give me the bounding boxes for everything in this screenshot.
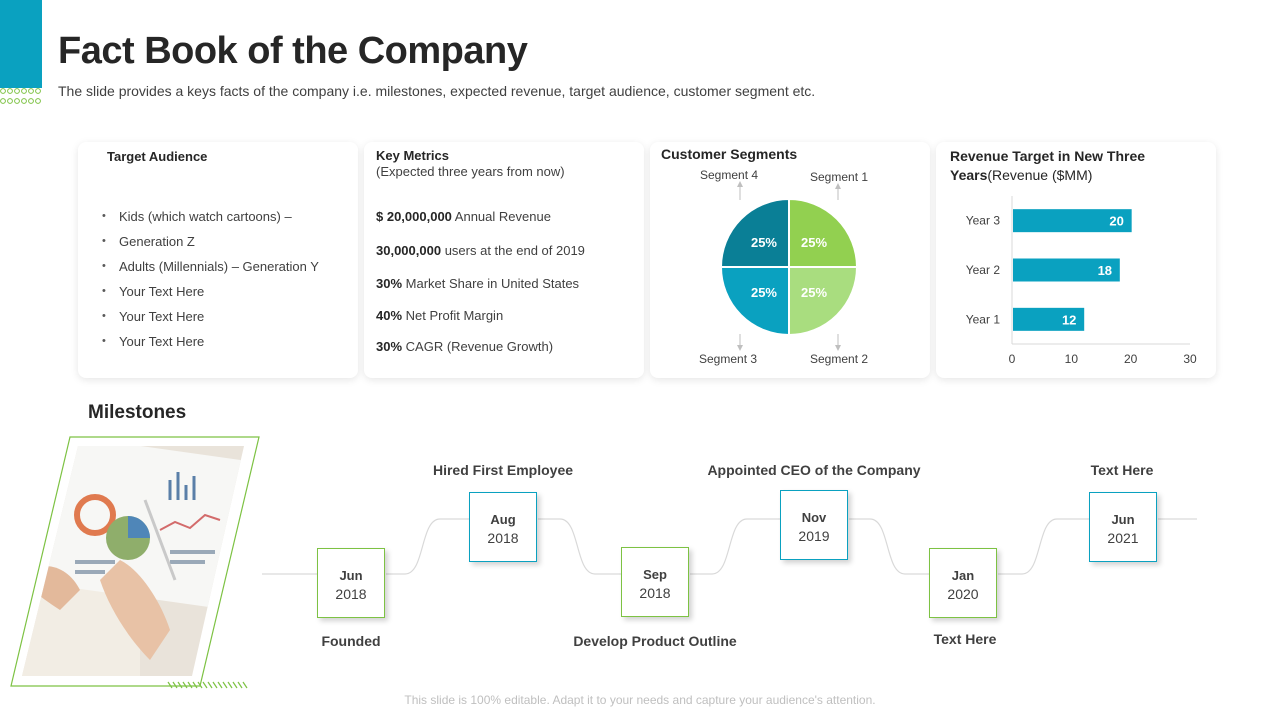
bar-tick-label: 30 — [1183, 352, 1197, 366]
bar-category-label: Year 3 — [966, 214, 1001, 228]
customer-segments-heading: Customer Segments — [661, 146, 798, 162]
bar-data-label: 12 — [1062, 312, 1076, 327]
pie-slice-segment-1 — [788, 197, 859, 268]
dots-decoration — [0, 88, 41, 104]
pie-data-label: 25% — [751, 285, 777, 300]
list-item: Your Text Here — [100, 304, 340, 329]
milestone-sep-2018: Sep 2018 — [621, 547, 689, 617]
pie-chart: 25% 25% 25% 25% — [719, 181, 859, 351]
pie-slice-segment-2 — [788, 266, 859, 337]
bar-year-1 — [1013, 307, 1085, 331]
revenue-bar-chart: 20 18 12 Year 3 Year 2 Year 1 0 10 20 30 — [966, 196, 1197, 366]
list-item-continued: Generation Z — [100, 229, 340, 254]
bar-year-3 — [1013, 209, 1132, 233]
bar-tick-label: 10 — [1065, 352, 1079, 366]
pie-slice-segment-4 — [719, 197, 790, 268]
milestones-heading: Milestones — [88, 402, 187, 423]
milestone-label: Founded — [321, 633, 381, 649]
milestone-label: Text Here — [933, 631, 997, 647]
key-metrics-heading: Key Metrics — [376, 148, 449, 163]
segment-3-label: Segment 3 — [699, 352, 758, 366]
target-audience-list: Kids (which watch cartoons) – Generation… — [100, 204, 340, 354]
segment-2-label: Segment 2 — [810, 352, 869, 366]
milestone-label: Develop Product Outline — [573, 633, 737, 649]
bar-category-label: Year 1 — [966, 312, 1001, 326]
segment-4-label: Segment 4 — [700, 168, 759, 182]
segment-1-label: Segment 1 — [810, 170, 869, 184]
milestone-label: Text Here — [1090, 462, 1154, 478]
pie-slice-segment-3 — [719, 266, 790, 337]
pie-data-label: 25% — [751, 235, 777, 250]
revenue-target-heading: Revenue Target in New Three Years(Revenu… — [950, 148, 1146, 183]
bar-tick-label: 0 — [1009, 352, 1016, 366]
milestone-jun-2018: Jun 2018 — [317, 548, 385, 618]
bar-data-label: 20 — [1109, 214, 1123, 229]
bar-category-label: Year 2 — [966, 263, 1001, 277]
metric-item: $ 20,000,000 Annual Revenue — [376, 209, 551, 224]
list-item: Kids (which watch cartoons) – — [100, 204, 340, 229]
list-item: Your Text Here — [100, 279, 340, 304]
pie-data-label: 25% — [801, 285, 827, 300]
list-item: Adults (Millennials) – Generation Y — [100, 254, 340, 279]
customer-segments-card: Customer Segments Segment 4 Segment 1 Se… — [650, 142, 930, 378]
metric-item: 40% Net Profit Margin — [376, 308, 504, 323]
list-item: Your Text Here — [100, 329, 340, 354]
milestone-nov-2019: Nov 2019 — [780, 490, 848, 560]
bar-year-2 — [1013, 258, 1120, 282]
milestone-jun-2021: Jun 2021 — [1089, 492, 1157, 562]
milestone-label: Hired First Employee — [432, 462, 574, 478]
page-title: Fact Book of the Company — [58, 30, 528, 72]
bar-tick-label: 20 — [1124, 352, 1138, 366]
target-audience-card: Target Audience Kids (which watch cartoo… — [78, 142, 358, 378]
page-subtitle: The slide provides a keys facts of the c… — [58, 83, 816, 99]
pie-data-label: 25% — [801, 235, 827, 250]
bar-data-label: 18 — [1098, 263, 1112, 278]
milestone-label: Appointed CEO of the Company — [707, 462, 921, 478]
target-audience-heading: Target Audience — [107, 149, 208, 164]
revenue-target-card: Revenue Target in New Three Years(Revenu… — [936, 142, 1216, 378]
footer-note: This slide is 100% editable. Adapt it to… — [404, 693, 876, 707]
key-metrics-subheading: (Expected three years from now) — [376, 164, 565, 179]
metric-item: 30,000,000 users at the end of 2019 — [376, 243, 585, 258]
milestone-aug-2018: Aug 2018 — [469, 492, 537, 562]
metric-item: 30% Market Share in United States — [376, 276, 580, 291]
milestone-photo — [10, 436, 260, 689]
accent-bar — [0, 0, 42, 88]
key-metrics-card: Key Metrics (Expected three years from n… — [364, 142, 644, 378]
milestone-jan-2020: Jan 2020 — [929, 548, 997, 618]
metric-item: 30% CAGR (Revenue Growth) — [376, 339, 554, 354]
